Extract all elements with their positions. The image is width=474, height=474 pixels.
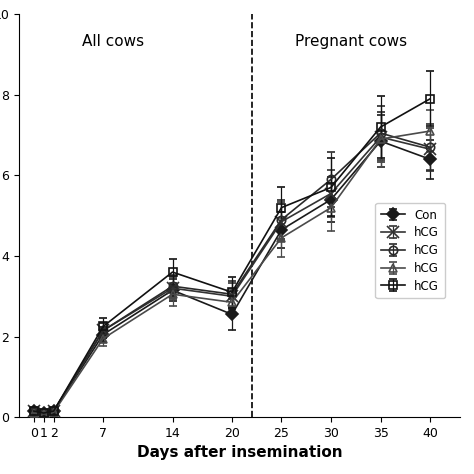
- Text: All cows: All cows: [82, 35, 144, 49]
- X-axis label: Days after insemination: Days after insemination: [137, 446, 342, 460]
- Legend: Con, hCG, hCG, hCG, hCG: Con, hCG, hCG, hCG, hCG: [375, 203, 445, 299]
- Text: Pregnant cows: Pregnant cows: [295, 35, 407, 49]
